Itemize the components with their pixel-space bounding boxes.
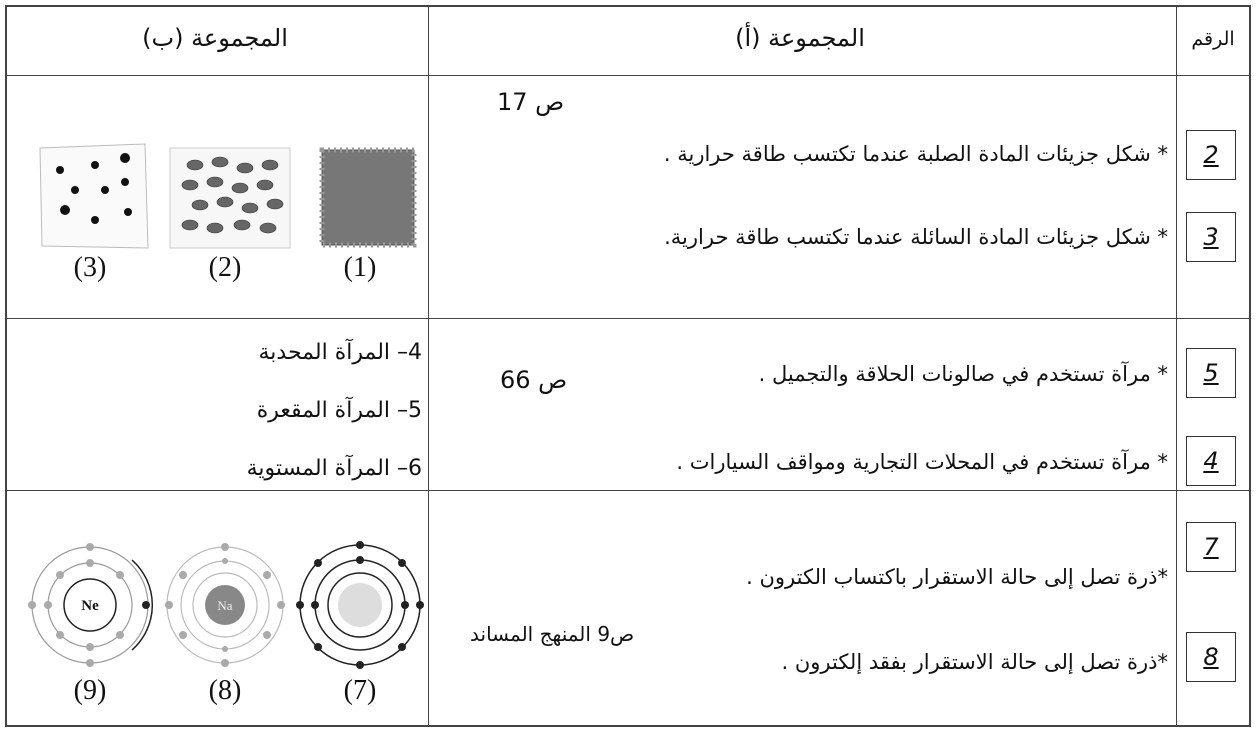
figure-label: (7) (343, 675, 377, 706)
atom-label: Ne (81, 598, 99, 614)
option-text: 6– المرآة المستوية (246, 456, 422, 481)
figure-label: (2) (208, 252, 242, 283)
row-line (5, 75, 1251, 76)
figure-label: (1) (343, 252, 377, 283)
number-box: 8 (1186, 632, 1236, 682)
states-figure (39, 143, 417, 249)
row-line (5, 318, 1251, 319)
item-text: * مرآة تستخدم في صالونات الحلاقة والتجمي… (758, 362, 1168, 386)
table-border (5, 5, 1251, 727)
item-text: * شكل جزيئات المادة الصلبة عندما تكتسب ط… (663, 142, 1168, 166)
number-box: 5 (1186, 348, 1236, 398)
atom-label: Na (217, 598, 232, 613)
item-text: * شكل جزيئات المادة السائلة عندما تكتسب … (664, 225, 1168, 249)
page-ref: ص 17 (497, 88, 565, 116)
number-box: 4 (1186, 436, 1236, 486)
item-text: * مرآة تستخدم في المحلات التجارية ومواقف… (676, 450, 1168, 474)
option-text: 5– المرآة المقعرة (256, 398, 422, 423)
header-number: الرقم (1191, 28, 1235, 50)
page-ref: ص9 المنهج المساند (470, 622, 635, 646)
number-box: 7 (1186, 522, 1236, 572)
number-box: 2 (1186, 130, 1236, 180)
option-text: 4– المرآة المحدبة (258, 340, 423, 365)
row-line (5, 490, 1251, 491)
col-line (428, 5, 429, 727)
page-ref: ص 66 (500, 366, 568, 394)
figure-label: (8) (208, 675, 242, 706)
header-group-b: المجموعة (ب) (142, 24, 288, 52)
number-box: 3 (1186, 212, 1236, 262)
figure-label: (3) (73, 252, 107, 283)
col-line (1176, 5, 1177, 727)
item-text: *ذرة تصل إلى حالة الاستقرار باكتساب الكت… (746, 565, 1168, 589)
atoms-figure: Na Ne (28, 541, 424, 669)
item-text: *ذرة تصل إلى حالة الاستقرار بفقد إلكترون… (781, 650, 1169, 674)
figure-label: (9) (73, 675, 107, 706)
header-group-a: المجموعة (أ) (735, 24, 865, 52)
